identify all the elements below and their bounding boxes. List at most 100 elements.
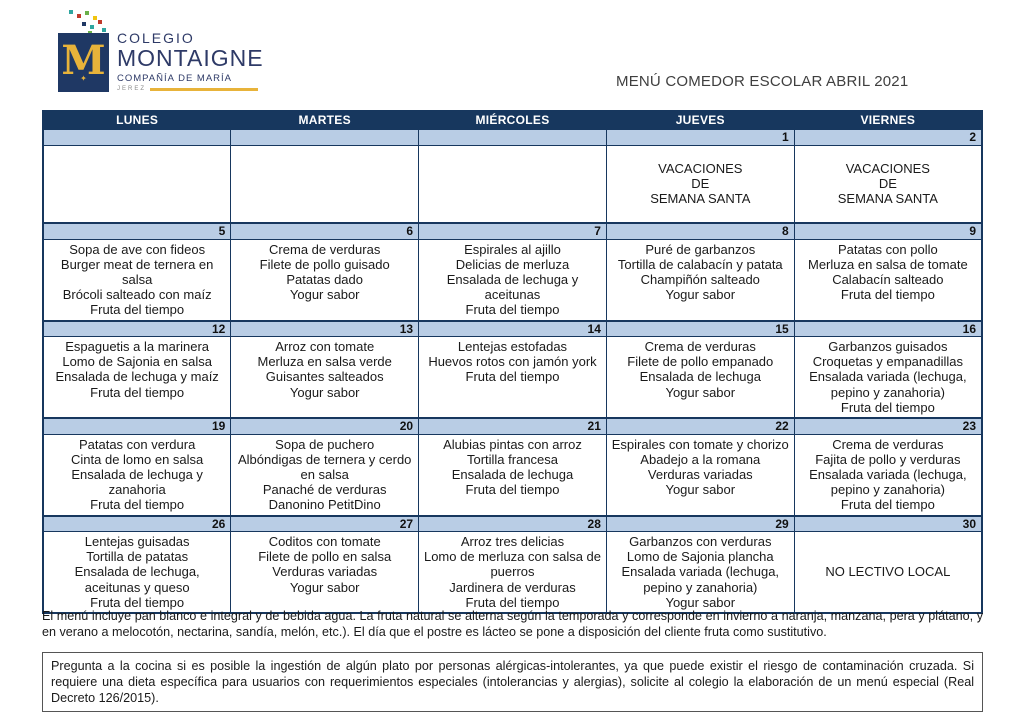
menu-cell: Crema de verduras Filete de pollo guisado… — [230, 238, 420, 322]
confetti-dot-icon — [93, 16, 97, 20]
dish: Coditos con tomate — [268, 534, 381, 550]
dish: Verduras variadas — [647, 466, 753, 482]
dish: Sopa de ave con fideos — [69, 241, 206, 257]
dish: Patatas con pollo — [837, 241, 938, 257]
general-note: El menú incluye pan blanco e integral y … — [42, 609, 983, 639]
dish: Tortilla francesa — [466, 451, 559, 467]
menu-cell: Crema de verduras Fajita de pollo y verdu… — [793, 433, 983, 517]
dish: Abadejo a la romana — [640, 451, 761, 467]
dish: Fruta del tiempo — [465, 482, 560, 498]
logo-monogram-letter: M — [61, 37, 106, 84]
date-cell: 9 — [793, 222, 983, 240]
dish: Alubias pintas con arroz — [443, 436, 582, 452]
dish: Fruta del tiempo — [840, 287, 935, 303]
logo-colegio: COLEGIO — [117, 30, 195, 46]
dish: Lomo de Sajonia plancha — [626, 549, 774, 565]
logo-emblem-icon: ✦ — [80, 74, 87, 83]
dish: Fruta del tiempo — [90, 384, 185, 400]
day-header: LUNES — [42, 110, 232, 130]
date-cell — [230, 128, 420, 146]
confetti-dot-icon — [90, 25, 94, 29]
day-header: MIÉRCOLES — [418, 110, 607, 130]
confetti-dot-icon — [77, 14, 81, 18]
dish: Lentejas guisadas — [84, 534, 190, 550]
dish: Ensalada de lechuga y aceitunas — [446, 271, 579, 303]
logo-montaigne: MONTAIGNE — [117, 45, 264, 71]
dish: Lomo de Sajonia en salsa — [62, 354, 212, 370]
date-cell: 29 — [605, 514, 795, 533]
dish: Crema de verduras — [644, 339, 756, 355]
dish: SEMANA SANTA — [650, 191, 751, 207]
dish: Espirales al ajillo — [464, 241, 561, 257]
dish: Brócoli salteado con maíz — [62, 287, 212, 303]
dish: Puré de garbanzos — [645, 241, 756, 257]
menu-cell: VACACIONES DE SEMANA SANTA — [605, 144, 795, 224]
dish: VACACIONES — [658, 160, 743, 176]
confetti-dot-icon — [85, 11, 89, 15]
date-cell: 16 — [793, 319, 983, 338]
date-cell: 22 — [605, 417, 795, 435]
dish: Tortilla de calabacín y patata — [617, 256, 783, 272]
dish: Fruta del tiempo — [465, 302, 560, 318]
menu-cell: NO LECTIVO LOCAL — [793, 531, 983, 614]
dish: Fruta del tiempo — [90, 497, 185, 513]
dish: Fruta del tiempo — [90, 302, 185, 318]
dish: Albóndigas de ternera y cerdo en salsa — [237, 451, 412, 482]
dish: Ensalada de lechuga y zanahoria — [71, 466, 203, 498]
dish: Sopa de puchero — [275, 436, 375, 452]
date-cell: 12 — [42, 319, 232, 338]
dish: Calabacín salteado — [832, 271, 944, 287]
confetti-dot-icon — [98, 20, 102, 24]
dish: Verduras variadas — [272, 564, 378, 580]
dish: Lomo de merluza con salsa de puerros — [423, 549, 602, 580]
menu-cell: Crema de verduras Filete de pollo empanad… — [605, 336, 795, 419]
dish: Fruta del tiempo — [465, 369, 560, 385]
menu-cell: Arroz tres delicias Lomo de merluza con s… — [418, 531, 607, 614]
dish: Yogur sabor — [289, 287, 360, 303]
menu-cell: Coditos con tomate Filete de pollo en sal… — [230, 531, 420, 614]
dish: Tortilla de patatas — [86, 549, 189, 565]
menu-cell: Patatas con verdura Cinta de lomo en sals… — [42, 433, 232, 517]
menu-cell: Alubias pintas con arroz Tortilla frances… — [418, 433, 607, 517]
dish: Patatas dado — [286, 271, 363, 287]
dish: Fruta del tiempo — [840, 399, 935, 415]
dish: Espaguetis a la marinera — [65, 339, 210, 355]
dish: NO LECTIVO LOCAL — [825, 564, 951, 580]
menu-cell: Lentejas guisadas Tortilla de patatas Ensa… — [42, 531, 232, 614]
week-date-row: 12 13 14 15 16 — [42, 319, 983, 338]
date-cell: 27 — [230, 514, 420, 533]
menu-cell: Sopa de ave con fideos Burger meat de ter… — [42, 238, 232, 322]
date-cell: 19 — [42, 417, 232, 435]
page-title: MENÚ COMEDOR ESCOLAR ABRIL 2021 — [616, 73, 909, 90]
dish: Yogur sabor — [665, 594, 736, 610]
menu-cell: Puré de garbanzos Tortilla de calabacín y… — [605, 238, 795, 322]
dish: Fruta del tiempo — [840, 497, 935, 513]
date-cell: 28 — [418, 514, 607, 533]
dish: Jardinera de verduras — [449, 579, 576, 595]
menu-table: LUNES MARTES MIÉRCOLES JUEVES VIERNES 1 2 VACAC… — [42, 110, 983, 615]
dish: Huevos rotos con jamón york — [428, 354, 597, 370]
menu-cell: Espaguetis a la marinera Lomo de Sajonia … — [42, 336, 232, 419]
dish: Filete de pollo guisado — [259, 256, 390, 272]
dish: DE — [691, 176, 710, 192]
day-header: MARTES — [230, 110, 420, 130]
dish: Guisantes salteados — [265, 369, 384, 385]
school-logo: M ✦ COLEGIO MONTAIGNE COMPAÑÍA DE MARÍA … — [55, 8, 295, 98]
dish: Patatas con verdura — [78, 436, 196, 452]
date-cell: 23 — [793, 417, 983, 435]
dish: Crema de verduras — [832, 436, 944, 452]
dish: Filete de pollo empanado — [627, 354, 774, 370]
date-cell: 20 — [230, 417, 420, 435]
dish: SEMANA SANTA — [837, 191, 938, 207]
day-header: VIERNES — [793, 110, 983, 130]
menu-cell: Espirales al ajillo Delicias de merluza En… — [418, 238, 607, 322]
week-menu-row: Patatas con verdura Cinta de lomo en sals… — [42, 433, 983, 517]
day-header: JUEVES — [605, 110, 795, 130]
logo-text: COLEGIO MONTAIGNE COMPAÑÍA DE MARÍA JERE… — [117, 30, 297, 92]
dish: Garbanzos con verduras — [629, 534, 772, 550]
confetti-dot-icon — [102, 28, 106, 32]
dish: Fajita de pollo y verduras — [815, 451, 961, 467]
week-menu-row: Sopa de ave con fideos Burger meat de ter… — [42, 238, 983, 322]
